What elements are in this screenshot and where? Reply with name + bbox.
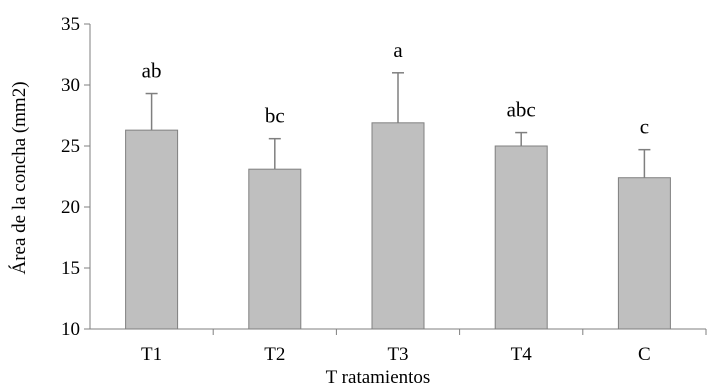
category-labels-group: T1 T2 T3 T4 C [141, 344, 651, 365]
y-tick-label: 20 [61, 197, 80, 218]
category-label: T2 [264, 344, 285, 365]
y-tick-label: 30 [61, 75, 80, 96]
error-bars-group [145, 72, 651, 178]
y-tick-label: 10 [61, 319, 80, 340]
significance-labels-group: ab bc a abc c [142, 38, 649, 139]
category-label: T1 [141, 344, 162, 365]
significance-label: bc [265, 104, 285, 128]
category-label: T4 [511, 344, 533, 365]
bar-t4 [494, 145, 548, 330]
category-label: T3 [387, 344, 408, 365]
significance-label: ab [142, 59, 162, 83]
bars-group [125, 122, 671, 330]
y-axis-title: Área de la concha (mm2) [8, 81, 30, 274]
significance-label: c [640, 115, 649, 139]
y-axis-ticks: 10 15 20 25 30 35 [61, 14, 90, 340]
y-tick-label: 25 [61, 136, 80, 157]
significance-label: a [393, 38, 403, 62]
axes-group [89, 24, 707, 335]
y-tick-label: 15 [61, 258, 80, 279]
significance-label: abc [507, 98, 536, 122]
y-tick-label: 35 [61, 14, 80, 35]
bar-c [617, 177, 671, 330]
bar-t1 [125, 129, 179, 330]
bar-t3 [371, 122, 425, 330]
bar-t2 [248, 168, 302, 330]
category-label: C [638, 344, 651, 365]
x-axis-title: T ratamientos [326, 367, 431, 385]
